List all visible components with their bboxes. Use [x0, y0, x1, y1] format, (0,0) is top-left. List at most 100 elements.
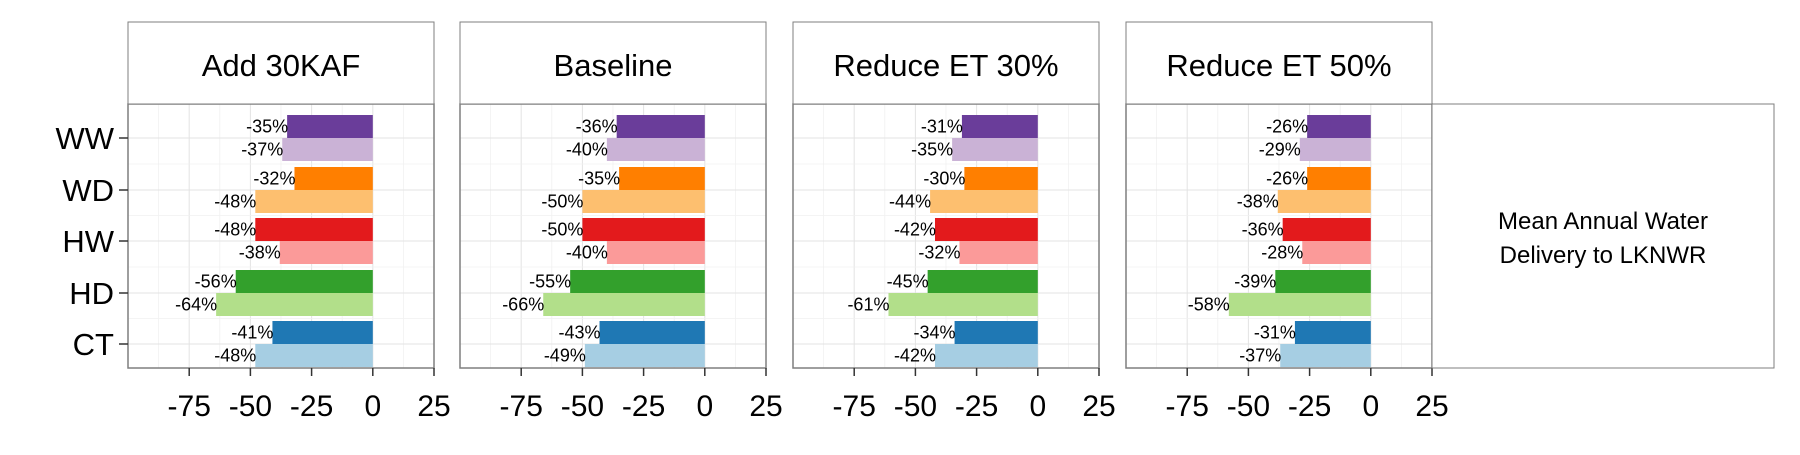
bar-ww-light: [1299, 138, 1371, 161]
data-label: -32%: [918, 243, 960, 263]
bar-hd-light: [888, 293, 1038, 316]
data-label: -58%: [1188, 295, 1230, 315]
y-tick-label: WD: [62, 173, 114, 208]
bar-ct-light: [255, 344, 373, 367]
data-label: -48%: [214, 220, 256, 240]
x-tick-label: -50: [229, 390, 272, 423]
data-label: -29%: [1259, 140, 1301, 160]
data-label: -36%: [1242, 220, 1284, 240]
row-strip-label: Mean Annual Water: [1498, 208, 1708, 235]
x-tick-label: -75: [168, 390, 211, 423]
data-label: -41%: [231, 323, 273, 343]
x-tick-label: -75: [500, 390, 543, 423]
x-tick-label: -75: [1166, 390, 1209, 423]
data-label: -50%: [541, 192, 583, 212]
bar-hd-dark: [570, 270, 705, 293]
bar-ct-dark: [954, 321, 1038, 344]
x-tick-label: -25: [290, 390, 333, 423]
bar-wd-dark: [964, 167, 1038, 190]
data-label: -48%: [214, 192, 256, 212]
data-label: -31%: [921, 117, 963, 137]
x-tick-label: -25: [622, 390, 665, 423]
data-label: -26%: [1266, 169, 1308, 189]
x-tick-label: 0: [1362, 390, 1379, 423]
x-tick-label: -25: [955, 390, 998, 423]
bar-hd-light: [216, 293, 373, 316]
bar-ww-dark: [961, 115, 1038, 138]
data-label: -38%: [239, 243, 281, 263]
panel-title: Reduce ET 50%: [1166, 48, 1391, 83]
data-label: -28%: [1261, 243, 1303, 263]
bar-ct-light: [1280, 344, 1371, 367]
panel-strip: [1125, 21, 1433, 105]
bar-ct-light: [584, 344, 705, 367]
bar-wd-dark: [619, 167, 705, 190]
panel-strip: [459, 21, 767, 105]
bar-wd-light: [930, 190, 1038, 213]
data-label: -42%: [894, 220, 936, 240]
x-tick-label: 25: [1415, 390, 1448, 423]
bar-ww-dark: [1307, 115, 1371, 138]
row-strip: [1431, 103, 1775, 369]
x-tick-label: -50: [894, 390, 937, 423]
bar-ww-light: [952, 138, 1038, 161]
bar-hw-dark: [934, 218, 1038, 241]
data-label: -66%: [502, 295, 544, 315]
bar-ct-dark: [1294, 321, 1371, 344]
bar-hw-light: [959, 241, 1038, 264]
bar-ct-dark: [272, 321, 373, 344]
data-label: -61%: [847, 295, 889, 315]
data-label: -35%: [246, 117, 288, 137]
data-label: -48%: [214, 346, 256, 366]
data-label: -40%: [566, 243, 608, 263]
bar-wd-dark: [294, 167, 373, 190]
bar-hd-light: [1228, 293, 1371, 316]
data-label: -49%: [544, 346, 586, 366]
bar-wd-light: [255, 190, 373, 213]
data-label: -35%: [578, 169, 620, 189]
row-strip-label: Delivery to LKNWR: [1500, 242, 1707, 269]
data-label: -32%: [253, 169, 295, 189]
data-label: -37%: [1239, 346, 1281, 366]
data-label: -26%: [1266, 117, 1308, 137]
panel-strip: [792, 21, 1100, 105]
data-label: -30%: [923, 169, 965, 189]
bar-hw-dark: [255, 218, 373, 241]
bar-hw-dark: [1282, 218, 1371, 241]
x-tick-label: -25: [1288, 390, 1331, 423]
bar-ww-light: [606, 138, 705, 161]
x-tick-label: 0: [1029, 390, 1046, 423]
data-label: -50%: [541, 220, 583, 240]
bar-ww-dark: [616, 115, 705, 138]
bar-hw-light: [1302, 241, 1371, 264]
data-label: -35%: [911, 140, 953, 160]
x-tick-label: -50: [561, 390, 604, 423]
bar-ww-dark: [287, 115, 373, 138]
bar-hw-dark: [582, 218, 705, 241]
panel-title: Reduce ET 30%: [833, 48, 1058, 83]
bar-hw-light: [606, 241, 705, 264]
data-label: -40%: [566, 140, 608, 160]
bar-hd-dark: [1275, 270, 1371, 293]
panel-title: Add 30KAF: [202, 48, 361, 83]
data-label: -44%: [889, 192, 931, 212]
bar-wd-light: [582, 190, 705, 213]
x-tick-label: 0: [696, 390, 713, 423]
data-label: -37%: [241, 140, 283, 160]
bar-wd-light: [1277, 190, 1371, 213]
data-label: -55%: [529, 272, 571, 292]
bar-wd-dark: [1307, 167, 1371, 190]
y-tick-label: HW: [62, 224, 114, 259]
x-tick-label: 0: [364, 390, 381, 423]
data-label: -56%: [195, 272, 237, 292]
data-label: -42%: [894, 346, 936, 366]
panel-strip: [127, 21, 435, 105]
x-tick-label: 25: [749, 390, 782, 423]
y-tick-label: WW: [55, 121, 114, 156]
data-label: -34%: [914, 323, 956, 343]
data-label: -38%: [1237, 192, 1279, 212]
bar-hd-light: [543, 293, 705, 316]
data-label: -36%: [576, 117, 618, 137]
